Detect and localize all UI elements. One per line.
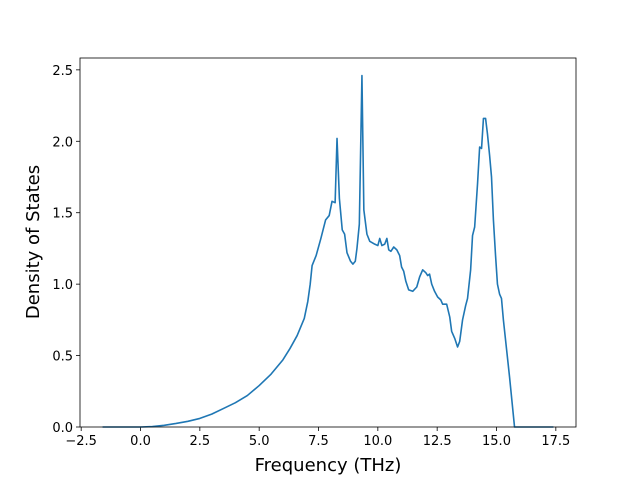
y-tick-label: 0.0 [52, 421, 73, 436]
y-tick-label: 1.0 [52, 278, 73, 293]
y-tick-label: 2.0 [52, 135, 73, 150]
x-tick-label: 0.0 [130, 434, 151, 449]
plot-frame [79, 57, 577, 428]
x-axis-label: Frequency (THz) [255, 455, 402, 476]
line [102, 74, 554, 428]
x-tick-label: 15.0 [482, 434, 511, 449]
x-tick-label: 5.0 [249, 434, 270, 449]
x-tick-label: 10.0 [363, 434, 392, 449]
y-axis-label: Density of States [23, 165, 44, 319]
y-tick-label: 2.5 [52, 64, 73, 79]
y-tick-label: 1.5 [52, 207, 73, 222]
x-tick-label: 2.5 [190, 434, 211, 449]
x-tick-label: 17.5 [541, 434, 570, 449]
x-tick-label: 12.5 [423, 434, 452, 449]
x-tick-label: −2.5 [65, 434, 97, 449]
y-tick-label: 0.5 [52, 350, 73, 365]
x-tick-label: 7.5 [308, 434, 329, 449]
